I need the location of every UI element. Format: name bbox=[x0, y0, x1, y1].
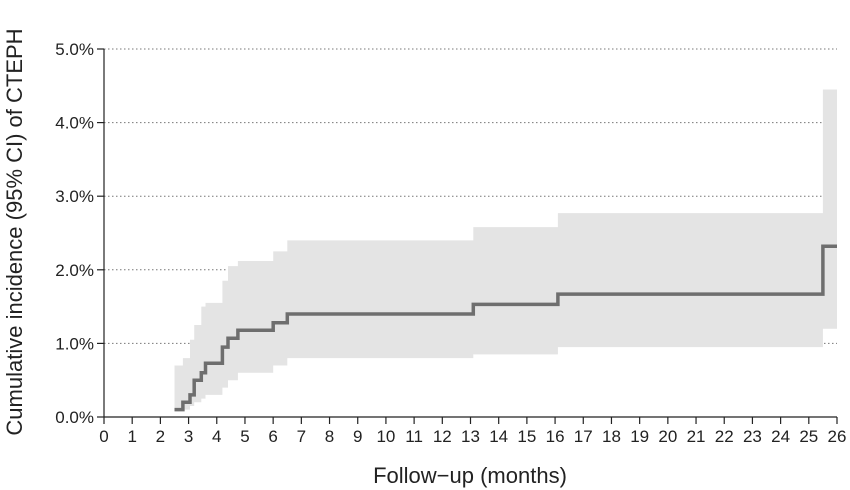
y-axis-title: Cumulative incidence (95% CI) of CTEPH bbox=[2, 28, 27, 435]
x-tick-label-8: 8 bbox=[325, 427, 334, 446]
x-tick-label-5: 5 bbox=[240, 427, 249, 446]
x-tick-label-7: 7 bbox=[297, 427, 306, 446]
x-tick-label-21: 21 bbox=[687, 427, 706, 446]
x-tick-label-18: 18 bbox=[602, 427, 621, 446]
confidence-band-0 bbox=[174, 89, 837, 410]
x-tick-label-6: 6 bbox=[268, 427, 277, 446]
y-tick-label-5: 5.0% bbox=[55, 40, 94, 59]
y-tick-label-4: 4.0% bbox=[55, 114, 94, 133]
y-tick-label-3: 3.0% bbox=[55, 187, 94, 206]
x-tick-label-4: 4 bbox=[212, 427, 221, 446]
x-tick-label-20: 20 bbox=[658, 427, 677, 446]
x-tick-label-19: 19 bbox=[630, 427, 649, 446]
x-tick-label-3: 3 bbox=[184, 427, 193, 446]
x-tick-label-15: 15 bbox=[517, 427, 536, 446]
x-tick-label-26: 26 bbox=[828, 427, 847, 446]
x-tick-label-2: 2 bbox=[156, 427, 165, 446]
x-tick-label-24: 24 bbox=[771, 427, 790, 446]
x-tick-label-25: 25 bbox=[799, 427, 818, 446]
axes bbox=[97, 48, 838, 424]
x-tick-label-16: 16 bbox=[546, 427, 565, 446]
incidence-step-line-0 bbox=[174, 244, 837, 412]
x-tick-label-12: 12 bbox=[433, 427, 452, 446]
x-axis-title: Follow−up (months) bbox=[373, 463, 567, 488]
x-tick-label-10: 10 bbox=[376, 427, 395, 446]
confidence-band-layer bbox=[174, 89, 837, 410]
x-tick-label-23: 23 bbox=[743, 427, 762, 446]
incidence-line-layer bbox=[174, 244, 837, 412]
y-tick-label-2: 2.0% bbox=[55, 261, 94, 280]
x-tick-label-14: 14 bbox=[489, 427, 508, 446]
x-tick-label-17: 17 bbox=[574, 427, 593, 446]
x-tick-label-1: 1 bbox=[127, 427, 136, 446]
x-tick-label-9: 9 bbox=[353, 427, 362, 446]
y-tick-label-1: 1.0% bbox=[55, 334, 94, 353]
y-tick-label-0: 0.0% bbox=[55, 408, 94, 427]
x-tick-label-13: 13 bbox=[461, 427, 480, 446]
x-tick-label-0: 0 bbox=[99, 427, 108, 446]
x-tick-label-11: 11 bbox=[405, 427, 423, 446]
x-tick-label-22: 22 bbox=[715, 427, 734, 446]
tick-labels: 0.0%1.0%2.0%3.0%4.0%5.0%0 1 2 3 4 5 6 7 8 9 10 11 12… bbox=[55, 40, 846, 446]
